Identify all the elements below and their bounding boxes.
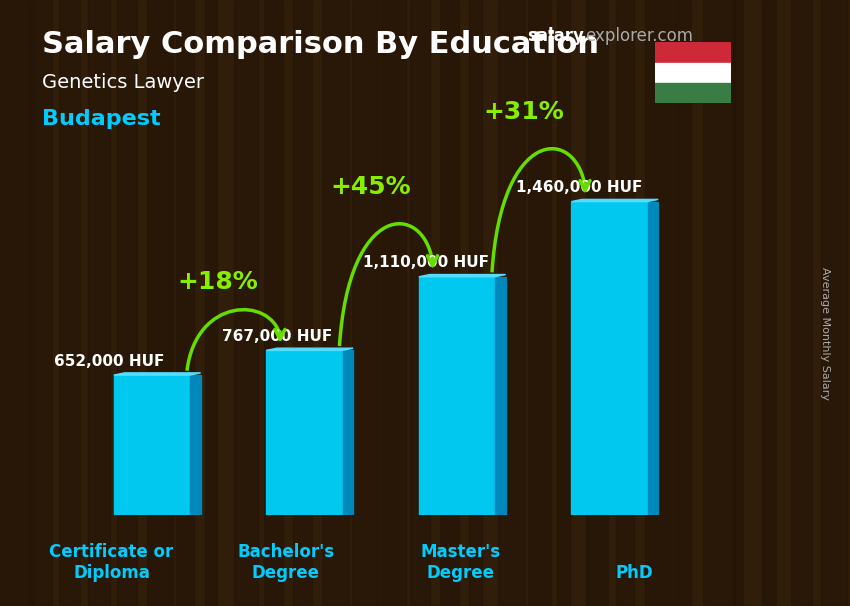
Text: Certificate or
Diploma: Certificate or Diploma — [49, 543, 173, 582]
Bar — [419, 277, 495, 515]
Polygon shape — [495, 277, 506, 515]
Text: Master's
Degree: Master's Degree — [420, 543, 500, 582]
Bar — [704, 0, 728, 606]
Bar — [469, 0, 480, 606]
Bar — [205, 0, 224, 606]
Text: 652,000 HUF: 652,000 HUF — [54, 354, 164, 368]
Bar — [381, 0, 409, 606]
Bar — [645, 0, 673, 606]
Bar — [733, 0, 757, 606]
Bar — [571, 202, 648, 515]
Bar — [762, 0, 791, 606]
Polygon shape — [419, 275, 506, 277]
Bar — [352, 0, 372, 606]
Bar — [293, 0, 326, 606]
Text: explorer.com: explorer.com — [585, 27, 693, 45]
Bar — [146, 0, 159, 606]
Bar — [235, 0, 266, 606]
Bar — [557, 0, 586, 606]
Text: +31%: +31% — [483, 100, 564, 124]
Polygon shape — [343, 350, 354, 515]
Text: Budapest: Budapest — [42, 109, 162, 129]
Text: 767,000 HUF: 767,000 HUF — [222, 329, 332, 344]
Bar — [29, 0, 56, 606]
Bar — [615, 0, 630, 606]
Polygon shape — [266, 348, 354, 350]
Bar — [322, 0, 344, 606]
Text: Salary Comparison By Education: Salary Comparison By Education — [42, 30, 599, 59]
Bar — [586, 0, 606, 606]
Polygon shape — [114, 373, 201, 375]
Text: PhD: PhD — [615, 564, 653, 582]
Bar — [791, 0, 807, 606]
Bar — [439, 0, 466, 606]
Text: salary: salary — [527, 27, 584, 45]
Bar — [117, 0, 144, 606]
Bar — [528, 0, 539, 606]
Bar — [264, 0, 297, 606]
Polygon shape — [190, 375, 201, 515]
Text: 1,460,000 HUF: 1,460,000 HUF — [516, 180, 642, 195]
Bar — [59, 0, 71, 606]
Text: 1,110,000 HUF: 1,110,000 HUF — [364, 255, 490, 270]
Text: +45%: +45% — [331, 175, 411, 199]
Polygon shape — [571, 199, 658, 202]
Polygon shape — [648, 202, 658, 515]
Bar — [654, 83, 731, 103]
Bar — [654, 62, 731, 83]
Bar — [114, 375, 190, 515]
Bar — [88, 0, 119, 606]
Bar — [411, 0, 432, 606]
Bar — [176, 0, 203, 606]
Bar — [266, 350, 343, 515]
Text: Bachelor's
Degree: Bachelor's Degree — [237, 543, 334, 582]
Bar — [821, 0, 840, 606]
Bar — [0, 0, 14, 606]
Bar — [654, 42, 731, 62]
Bar — [498, 0, 511, 606]
Text: Average Monthly Salary: Average Monthly Salary — [819, 267, 830, 400]
Text: Genetics Lawyer: Genetics Lawyer — [42, 73, 205, 92]
Text: +18%: +18% — [178, 270, 258, 295]
Bar — [674, 0, 683, 606]
